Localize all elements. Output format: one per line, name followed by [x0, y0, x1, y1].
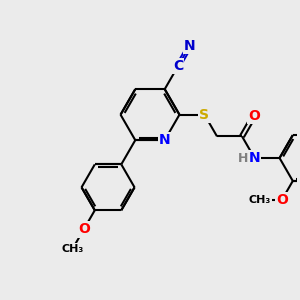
Text: O: O	[78, 222, 90, 236]
Text: S: S	[200, 108, 209, 122]
Text: N: N	[249, 151, 260, 165]
Text: N: N	[159, 133, 170, 147]
Text: N: N	[184, 39, 196, 53]
Text: O: O	[276, 193, 288, 207]
Text: CH₃: CH₃	[249, 195, 271, 205]
Text: H: H	[238, 152, 248, 164]
Text: O: O	[248, 109, 260, 123]
Text: CH₃: CH₃	[61, 244, 84, 254]
Text: C: C	[173, 59, 183, 73]
